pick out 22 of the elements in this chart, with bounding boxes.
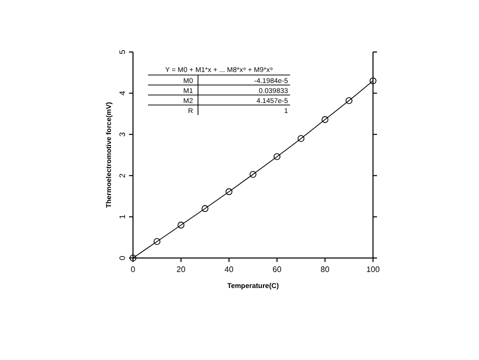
y-tick-label: 0	[118, 255, 127, 260]
point	[202, 205, 208, 212]
x-tick-label: 40	[224, 265, 234, 274]
x-tick-label: 80	[320, 265, 330, 274]
point	[298, 135, 304, 142]
x-tick-label: 60	[272, 265, 282, 274]
x-tick-label: 100	[366, 265, 380, 274]
point	[250, 170, 256, 178]
point	[178, 222, 184, 228]
y-tick-label: 3	[118, 132, 127, 137]
point	[346, 97, 352, 104]
y-tick-label: 2	[118, 172, 127, 178]
point	[274, 153, 280, 160]
x-tick-label: 20	[176, 265, 186, 274]
x-tick-label: 0	[130, 265, 136, 274]
point	[370, 77, 376, 84]
point	[154, 238, 160, 245]
point	[226, 188, 232, 196]
y-tick-label: 4	[118, 90, 127, 96]
y-tick-label: 5	[118, 49, 127, 54]
y-tick-label: 1	[118, 214, 127, 220]
point	[322, 116, 328, 123]
